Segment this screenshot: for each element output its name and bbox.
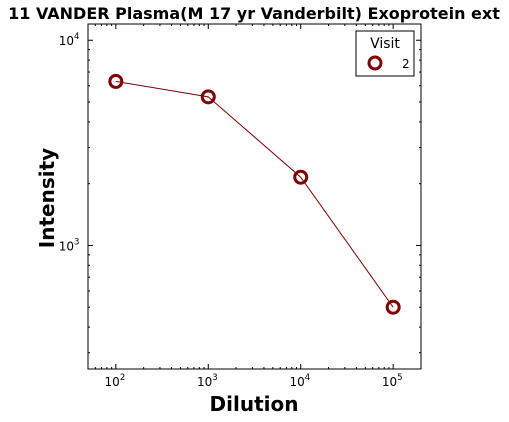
x-tick-label: 10 bbox=[289, 375, 304, 389]
x-tick-exponent: 2 bbox=[120, 373, 125, 383]
plot-area bbox=[87, 23, 422, 370]
data-point bbox=[200, 89, 216, 105]
major-ticks bbox=[88, 24, 421, 369]
series-line bbox=[115, 80, 394, 308]
y-tick-label: 10 bbox=[59, 239, 74, 253]
x-tick-exponent: 3 bbox=[212, 373, 217, 383]
series-layer bbox=[108, 73, 401, 315]
y-tick-label: 10 bbox=[59, 34, 74, 48]
y-tick-exponent: 3 bbox=[74, 237, 79, 247]
x-tick-exponent: 5 bbox=[397, 373, 402, 383]
x-tick-label: 10 bbox=[197, 375, 212, 389]
x-tick-exponent: 4 bbox=[305, 373, 310, 383]
legend: Visit 2 bbox=[355, 30, 415, 77]
x-tick-label: 10 bbox=[382, 375, 397, 389]
y-axis-label: Intensity bbox=[35, 148, 59, 248]
x-axis-label: Dilution bbox=[210, 392, 299, 416]
x-tick-label: 10 bbox=[105, 375, 120, 389]
legend-box bbox=[355, 30, 415, 77]
legend-label-series: 2 bbox=[402, 57, 410, 71]
data-point bbox=[108, 73, 124, 89]
data-point bbox=[385, 299, 401, 315]
minor-ticks bbox=[87, 24, 422, 369]
x-tick-labels: 10 2 10 3 10 4 10 5 bbox=[105, 373, 403, 389]
chart-title: 11 VANDER Plasma(M 17 yr Vanderbilt) Exo… bbox=[8, 4, 500, 23]
data-point bbox=[293, 169, 309, 185]
y-tick-exponent: 4 bbox=[74, 32, 79, 42]
legend-title: Visit bbox=[370, 36, 400, 52]
legend-marker bbox=[367, 55, 383, 71]
